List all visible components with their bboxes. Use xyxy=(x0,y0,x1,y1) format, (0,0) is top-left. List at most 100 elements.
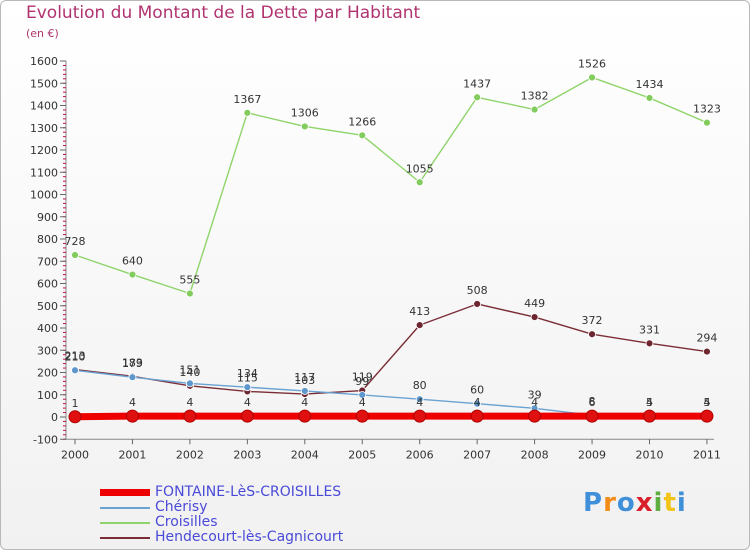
series-point-0 xyxy=(298,409,312,423)
data-label-0: 6 xyxy=(589,396,596,409)
data-label-2: 728 xyxy=(65,235,86,248)
series-point-0 xyxy=(470,409,484,423)
data-label-0: 4 xyxy=(186,396,193,409)
series-point-2 xyxy=(530,105,539,114)
series-point-2 xyxy=(703,118,711,127)
data-label-1: 99 xyxy=(355,375,369,388)
data-label-2: 1323 xyxy=(693,103,721,116)
series-point-3 xyxy=(703,347,711,356)
y-tick-label: 700 xyxy=(37,255,58,268)
data-label-1: 60 xyxy=(470,384,484,397)
series-point-1 xyxy=(358,391,367,399)
series-point-3 xyxy=(645,339,654,348)
legend-label-croisilles: Croisilles xyxy=(155,514,218,530)
series-point-1 xyxy=(300,387,309,395)
data-label-1: 151 xyxy=(179,363,200,376)
logo-letter: i xyxy=(676,488,687,518)
logo-letter: i xyxy=(653,488,664,518)
series-point-2 xyxy=(243,108,252,117)
data-label-2: 555 xyxy=(179,274,200,287)
x-tick-label: 2004 xyxy=(291,448,319,461)
y-tick-label: 1000 xyxy=(30,189,58,202)
data-label-2: 1382 xyxy=(521,90,549,103)
y-tick-label: 800 xyxy=(37,233,58,246)
data-label-3: 294 xyxy=(696,332,717,345)
series-point-0 xyxy=(643,409,656,423)
series-point-2 xyxy=(185,289,194,298)
data-label-3: 331 xyxy=(639,323,660,336)
series-point-2 xyxy=(415,178,424,187)
chart-unit-label: (en €) xyxy=(26,27,59,40)
data-label-0: 4 xyxy=(474,396,481,409)
data-label-3: 508 xyxy=(467,284,488,297)
series-point-2 xyxy=(588,73,596,82)
x-tick-label: 2005 xyxy=(348,448,376,461)
series-point-2 xyxy=(71,251,79,259)
series-point-2 xyxy=(645,94,654,102)
x-tick-label: 2008 xyxy=(521,448,549,461)
data-label-2: 1266 xyxy=(348,115,376,128)
data-label-1: 39 xyxy=(528,388,542,401)
legend-swatch-cherisy xyxy=(100,507,150,509)
series-point-0 xyxy=(585,409,599,423)
data-label-3: 140 xyxy=(179,366,200,379)
data-label-0: 4 xyxy=(129,396,136,409)
series-point-0 xyxy=(355,409,369,423)
logo-letter: P xyxy=(583,488,604,518)
chart-title: Evolution du Montant de la Dette par Hab… xyxy=(26,3,421,23)
data-label-3: 103 xyxy=(294,374,315,387)
data-label-2: 1526 xyxy=(578,57,606,70)
x-tick-label: 2010 xyxy=(636,448,664,461)
legend-label-cherisy: Chérisy xyxy=(155,499,208,515)
series-point-1 xyxy=(415,395,424,404)
series-point-1 xyxy=(473,399,482,408)
x-tick-label: 2000 xyxy=(61,448,89,461)
y-tick-label: 300 xyxy=(37,344,58,357)
data-label-1: 5 xyxy=(646,396,653,409)
data-label-1: 5 xyxy=(703,396,710,409)
data-label-3: 449 xyxy=(524,297,545,310)
data-label-1: 117 xyxy=(294,371,315,384)
y-tick-label: 100 xyxy=(37,389,58,402)
legend-swatch-hendecourt xyxy=(100,537,150,539)
y-tick-label: 900 xyxy=(37,211,58,224)
series-point-1 xyxy=(128,373,137,382)
series-point-1 xyxy=(71,366,79,375)
data-label-0: 4 xyxy=(416,396,423,409)
chart-data-labels: 7286405551367130612661055143713821526143… xyxy=(65,57,721,409)
series-point-0 xyxy=(183,409,197,423)
series-point-0 xyxy=(528,409,542,423)
data-label-0: 4 xyxy=(531,396,538,409)
series-line-2 xyxy=(74,76,708,295)
legend-label-fontaine: FONTAINE-LèS-CROISILLES xyxy=(155,484,342,500)
y-tick-label: 1100 xyxy=(30,166,58,179)
logo-letter: r xyxy=(603,488,617,518)
chart-axes: -100 0 100 200 300 400 500 600 700 800 900 1000 1100… xyxy=(30,55,721,461)
series-point-3 xyxy=(415,321,424,330)
legend-swatch-fontaine xyxy=(100,489,150,496)
x-tick-label: 2007 xyxy=(463,448,491,461)
data-label-1: 210 xyxy=(65,350,86,363)
series-point-3 xyxy=(530,313,539,321)
legend-label-hendecourt: Hendecourt-lès-Cagnicourt xyxy=(155,529,344,545)
data-label-0: 4 xyxy=(703,396,710,409)
data-label-2: 1367 xyxy=(233,93,261,106)
logo-letter: o xyxy=(616,488,636,518)
x-tick-label: 2002 xyxy=(176,448,204,461)
series-point-2 xyxy=(300,122,309,131)
data-label-3: 115 xyxy=(237,371,258,384)
data-label-0: 1 xyxy=(72,397,79,410)
logo-letter: t xyxy=(663,488,677,518)
data-label-2: 640 xyxy=(122,255,143,268)
data-label-1: 179 xyxy=(122,357,143,370)
y-tick-label: 1300 xyxy=(30,122,58,135)
series-point-1 xyxy=(243,383,252,392)
data-label-2: 1437 xyxy=(463,77,491,90)
data-label-3: 372 xyxy=(582,314,603,327)
x-tick-label: 2011 xyxy=(693,448,721,461)
data-label-1: 134 xyxy=(237,367,258,380)
legend-swatch-croisilles xyxy=(100,522,150,524)
y-tick-label: 1600 xyxy=(30,55,58,68)
data-label-2: 1306 xyxy=(291,106,319,119)
data-label-2: 1434 xyxy=(636,78,664,91)
